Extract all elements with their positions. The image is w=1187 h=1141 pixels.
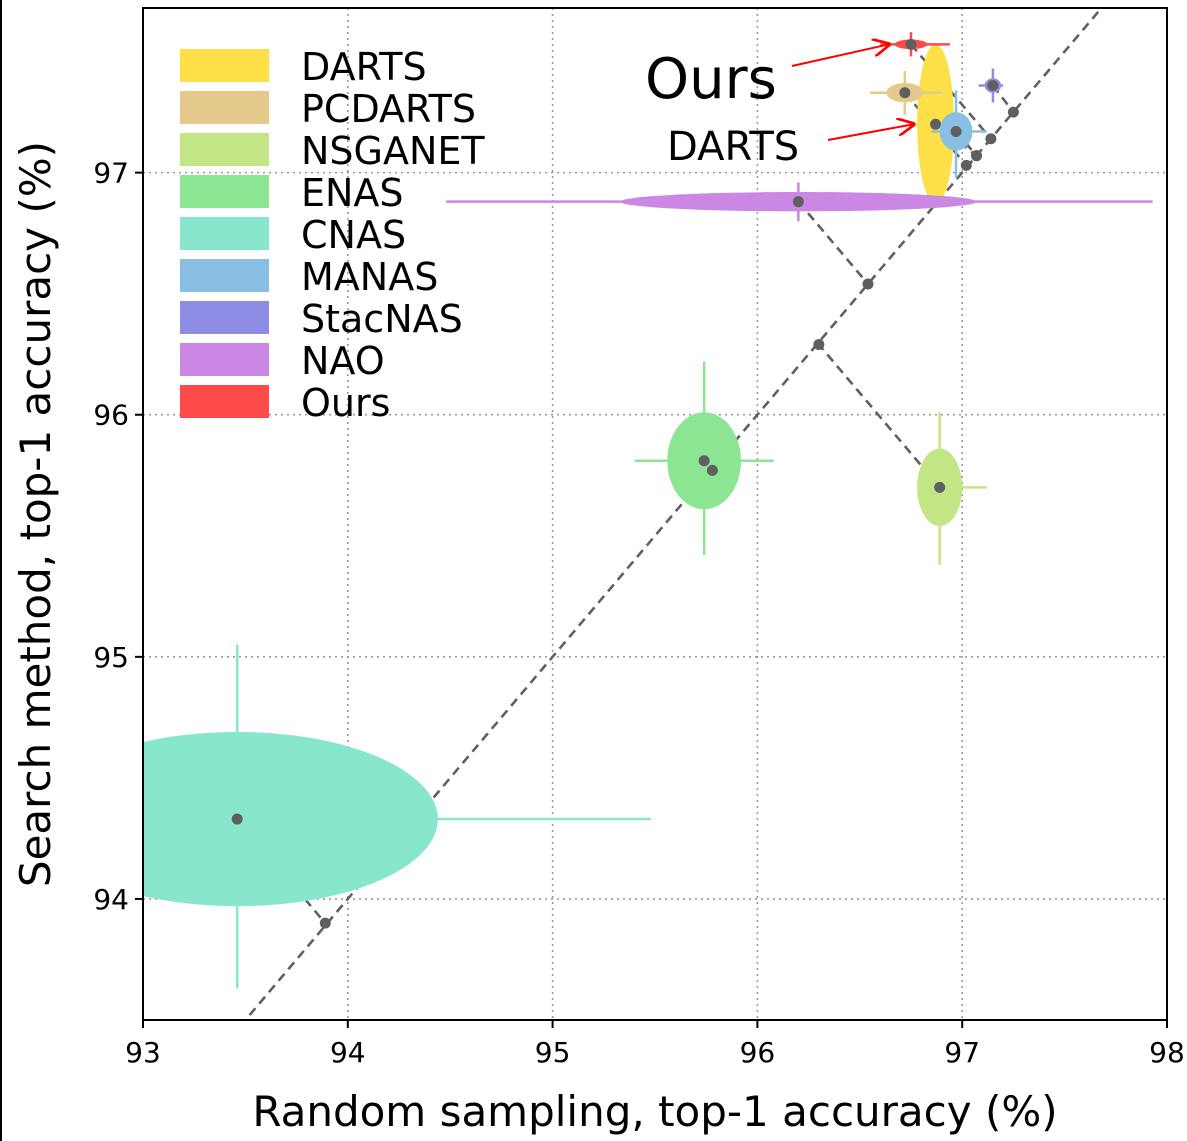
projected-point — [960, 159, 972, 171]
y-tick-label: 97 — [93, 157, 129, 190]
annotations: Ours DARTS — [645, 44, 914, 170]
y-tick-label: 96 — [93, 399, 129, 432]
legend-label-darts: DARTS — [301, 45, 427, 89]
ellipse-cnas — [143, 731, 438, 907]
legend-label-manas: MANAS — [301, 255, 438, 299]
point-ours — [905, 38, 917, 50]
legend-label-enas: ENAS — [301, 171, 404, 215]
projection-line — [797, 200, 869, 285]
x-tick-label: 94 — [330, 1036, 366, 1069]
legend: DARTSPCDARTSNSGANETENASCNASMANASStacNASN… — [180, 45, 485, 425]
point-nao — [792, 196, 804, 208]
legend-swatch-nao — [180, 343, 269, 376]
series-nao — [446, 182, 1153, 222]
annotation-arrow-darts — [827, 124, 914, 141]
legend-swatch-stacnas — [180, 301, 269, 334]
annotation-ours: Ours — [645, 47, 777, 112]
legend-label-nao: NAO — [301, 339, 385, 383]
series-ours — [880, 32, 950, 57]
point-pcdarts — [899, 87, 911, 99]
projected-point — [985, 133, 997, 145]
legend-swatch-pcdarts — [180, 91, 269, 124]
projected-point — [319, 917, 331, 929]
legend-label-pcdarts: PCDARTS — [301, 87, 476, 131]
legend-swatch-nsganet — [180, 133, 269, 166]
series-cnas — [143, 644, 651, 989]
x-tick-label: 97 — [944, 1036, 980, 1069]
legend-swatch-cnas — [180, 217, 269, 250]
point-nsganet — [934, 481, 946, 493]
legend-swatch-darts — [180, 49, 269, 82]
legend-label-cnas: CNAS — [301, 213, 406, 257]
series-pcdarts — [870, 70, 942, 115]
diagonal-reference-line — [243, 8, 1104, 1020]
series-enas — [634, 361, 774, 556]
x-tick-label: 96 — [740, 1036, 776, 1069]
plot-frame — [142, 7, 1168, 1021]
annotation-darts: DARTS — [667, 124, 799, 170]
legend-swatch-enas — [180, 175, 269, 208]
y-tick-label: 94 — [93, 883, 129, 916]
y-axis-label: Search method, top-1 accuracy (%) — [11, 141, 60, 887]
series-stacnas — [978, 68, 1004, 103]
legend-label-ours: Ours — [301, 381, 390, 425]
legend-label-nsganet: NSGANET — [301, 129, 485, 173]
legend-swatch-manas — [180, 259, 269, 292]
x-tick-label: 98 — [1149, 1036, 1185, 1069]
point-darts — [930, 118, 942, 130]
grid-lines — [142, 8, 1168, 1020]
x-tick-label: 93 — [125, 1036, 161, 1069]
point-stacnas — [987, 79, 999, 91]
point-cnas — [231, 813, 243, 825]
legend-label-stacnas: StacNAS — [301, 297, 463, 341]
annotation-arrow-ours — [791, 44, 889, 67]
series-nsganet — [917, 412, 987, 565]
plot-area — [143, 8, 1153, 1020]
projected-point — [862, 278, 874, 290]
y-tick-label: 95 — [93, 641, 129, 674]
point-enas — [698, 455, 710, 467]
projected-point — [706, 464, 718, 476]
legend-swatch-ours — [180, 385, 269, 418]
x-tick-label: 95 — [535, 1036, 571, 1069]
projected-point — [813, 339, 825, 351]
series-manas — [931, 90, 987, 178]
projection-line — [817, 343, 941, 489]
point-manas — [950, 125, 962, 137]
x-axis-label: Random sampling, top-1 accuracy (%) — [252, 1087, 1057, 1136]
projected-point — [1007, 106, 1019, 118]
projected-point — [971, 150, 983, 162]
